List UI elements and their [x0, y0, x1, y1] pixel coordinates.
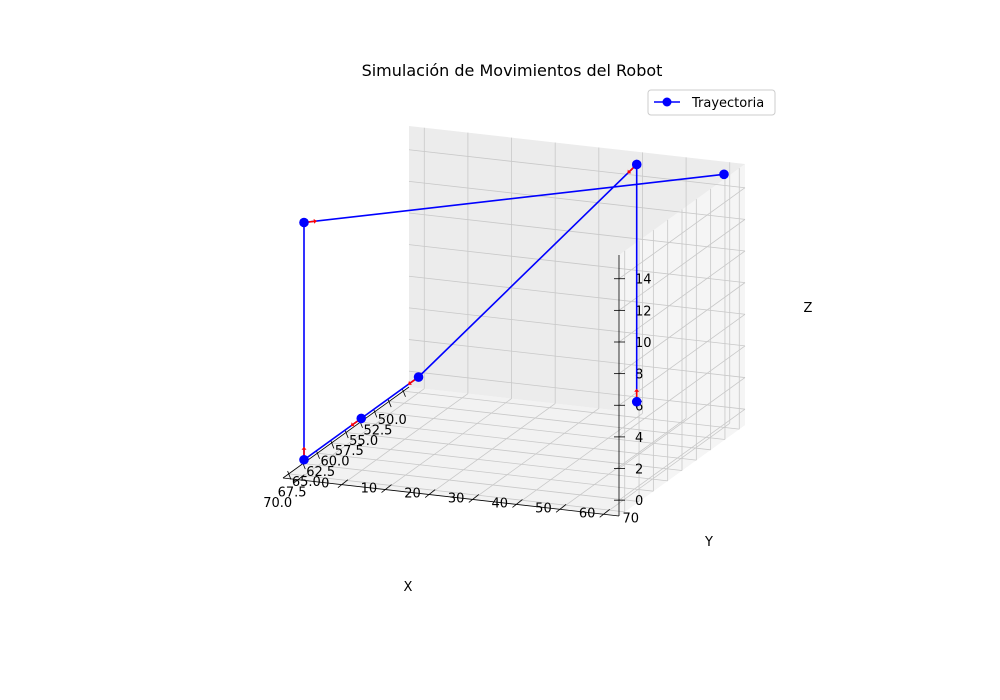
direction-arrow-head [313, 218, 317, 224]
data-point [299, 217, 309, 228]
y-tick-label: 60 [579, 506, 596, 521]
direction-arrow-head [350, 422, 355, 427]
z-axis-label: Z [804, 301, 813, 316]
direction-arrow-head [301, 446, 307, 450]
grid-line-x-floor [374, 411, 711, 451]
data-point [299, 454, 309, 465]
grid-line-y-floor [559, 418, 687, 510]
y-tick-label: 50 [535, 501, 552, 516]
y-tick-mark [555, 504, 567, 513]
y-tick-label: 40 [492, 496, 509, 511]
grid-line-y-floor [341, 393, 469, 485]
y-tick-label: 30 [448, 492, 465, 507]
grid-line-z-back [408, 307, 746, 347]
grid-line-z-side [618, 377, 746, 469]
grid-line-y-floor [472, 408, 600, 500]
direction-arrow-head [634, 388, 640, 392]
y-axis-label: Y [704, 535, 713, 550]
z-tick-label: 8 [635, 368, 643, 383]
legend-box [647, 89, 776, 116]
legend-marker [662, 97, 672, 107]
grid-line-x-floor [317, 452, 654, 492]
grid-line-x-floor [303, 463, 640, 502]
x-tick-mark [387, 398, 392, 408]
y-tick-mark [294, 474, 305, 484]
grid-line-x-floor [360, 421, 697, 461]
y-tick-label: 10 [361, 482, 378, 497]
data-point [356, 413, 367, 424]
x-tick-label: 55.0 [349, 434, 378, 449]
data-point [631, 159, 642, 170]
grid-line-z-back [408, 149, 746, 189]
x-tick-mark [330, 439, 335, 449]
y-tick-mark [468, 494, 480, 503]
z-tick-label: 10 [635, 336, 652, 351]
grid-line-z-back [408, 339, 746, 378]
grid-line-z-side [618, 187, 746, 280]
grid-line-z-back [408, 275, 746, 315]
y-tick-label: 20 [404, 487, 421, 502]
grid-line-y-floor [428, 403, 556, 495]
direction-arrow-head [408, 380, 412, 385]
grid-lines [288, 127, 746, 515]
grid-line-x-floor [388, 401, 725, 440]
legend: Trayectoria [647, 89, 776, 116]
x-tick-mark [344, 429, 349, 439]
grid-line-x-floor [403, 390, 740, 430]
y-tick-label: 0 [321, 477, 329, 492]
grid-line-z-side [618, 219, 746, 311]
z-tick-label: 2 [635, 463, 643, 478]
x-tick-label: 60.0 [321, 455, 350, 470]
x-tick-label: 57.5 [335, 444, 364, 459]
y-axis-line [282, 477, 620, 517]
grid-line-y-floor [516, 413, 643, 505]
x-tick-label: 50.0 [378, 413, 407, 428]
x-tick-label: 62.5 [306, 465, 335, 480]
chart-title: Simulación de Movimientos del Robot [362, 61, 663, 80]
legend-label-trayectoria: Trayectoria [691, 96, 764, 111]
x-tick-label: 70.0 [263, 496, 292, 511]
grid-line-y-floor [603, 422, 730, 515]
grid-line-y-floor [298, 388, 425, 481]
x-tick-label: 52.5 [363, 423, 392, 438]
series-layer [299, 159, 729, 465]
y-tick-mark [599, 508, 610, 518]
data-point [631, 396, 642, 407]
grid-line-z-back [408, 180, 746, 220]
tick-marks: 50.052.555.057.560.062.565.067.570.00 10 2… [263, 273, 651, 527]
x-axis-label: X [404, 580, 413, 595]
grid-line-z-back [408, 212, 746, 252]
x-tick-mark [373, 408, 378, 418]
z-tick-label: 6 [635, 399, 643, 414]
grid-line-x-floor [331, 442, 668, 482]
grid-line-z-back [408, 244, 746, 284]
grid-line-z-side [618, 282, 746, 374]
grid-line-z-back [408, 370, 746, 410]
y-tick-label: 70 [622, 511, 639, 526]
y-tick-mark [381, 484, 392, 493]
z-tick-label: 0 [635, 494, 643, 509]
z-tick-label: 4 [635, 431, 643, 446]
grid-line-x-floor [288, 473, 625, 513]
grid-line-z-side [618, 345, 746, 438]
grid-line-x-floor [345, 432, 683, 471]
y-tick-mark [424, 489, 436, 498]
y-tick-mark [337, 479, 349, 488]
grid-line-y-floor [385, 398, 512, 490]
x-tick-mark [315, 450, 320, 459]
data-point [413, 372, 424, 382]
direction-arrow-head [627, 169, 632, 174]
z-tick-label: 12 [635, 304, 652, 319]
x-tick-label: 67.5 [278, 486, 307, 501]
grid-line-z-side [618, 250, 746, 343]
z-tick-label: 14 [635, 273, 652, 288]
grid-line-z-side [618, 408, 746, 501]
x-tick-mark [401, 388, 406, 397]
x-tick-mark [287, 470, 292, 480]
y-tick-mark [512, 499, 523, 508]
grid-line-z-side [618, 313, 746, 406]
data-point [719, 169, 729, 180]
